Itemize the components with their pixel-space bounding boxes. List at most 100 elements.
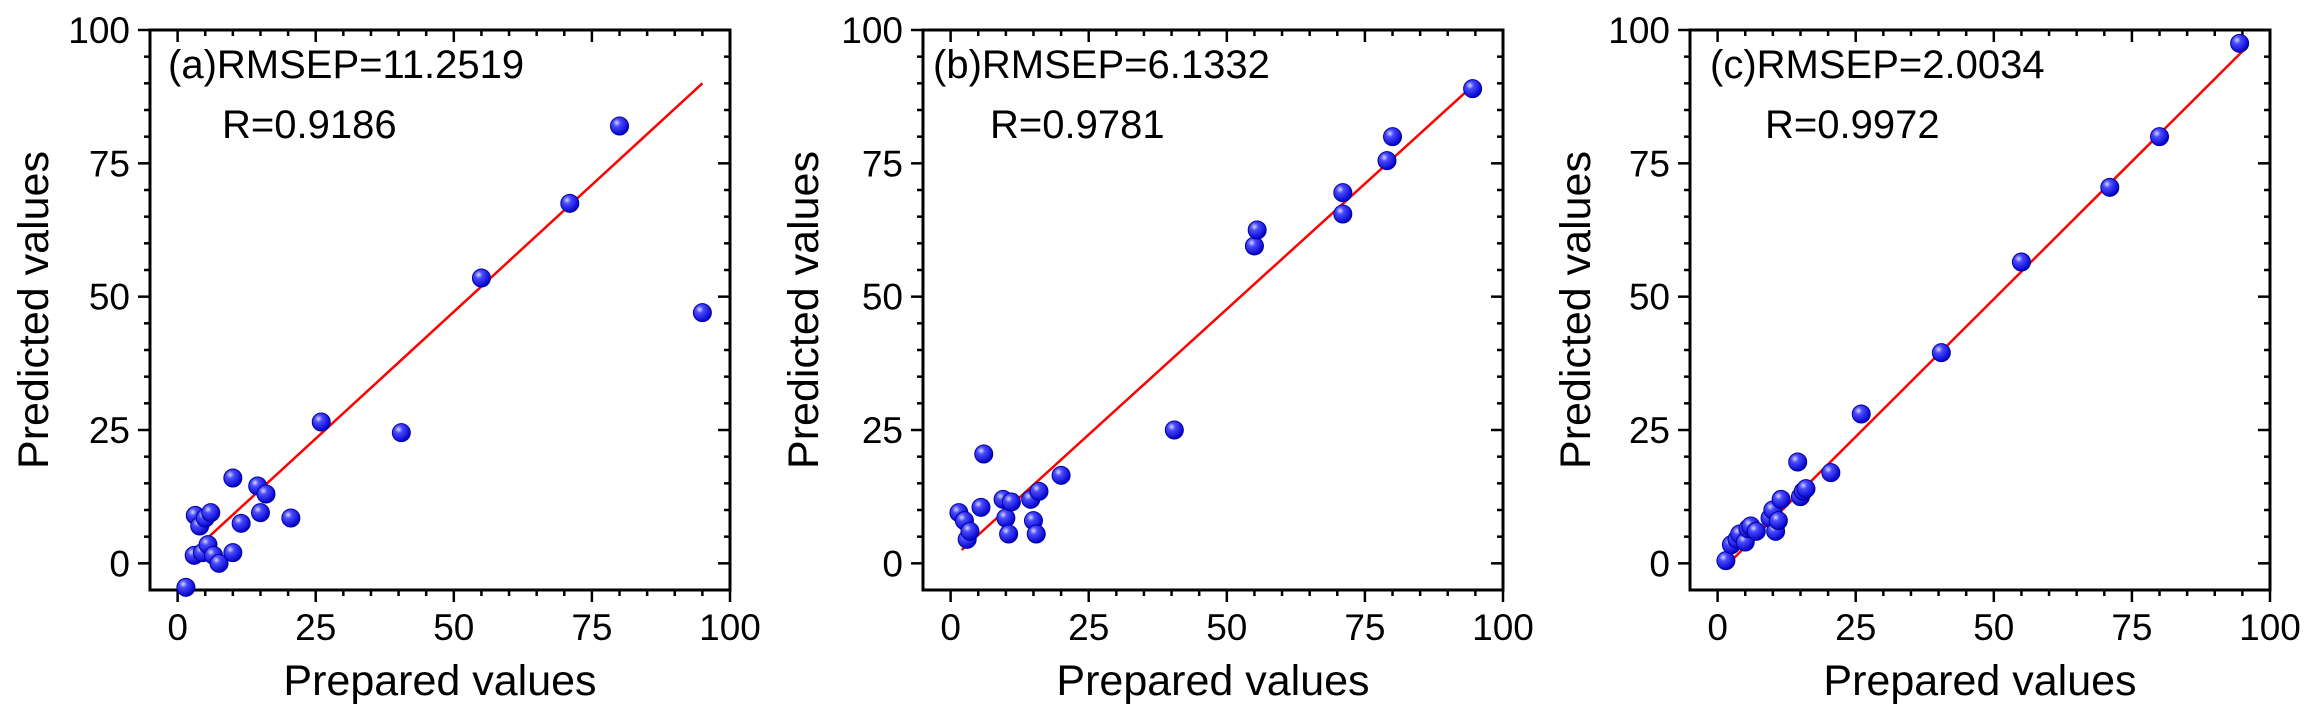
- data-point: [960, 521, 980, 541]
- data-point: [2100, 177, 2120, 197]
- data-point: [1788, 452, 1808, 472]
- regression-line: [187, 82, 704, 557]
- data-point: [2011, 252, 2031, 272]
- data-point: [281, 508, 301, 528]
- data-point: [1746, 521, 1766, 541]
- chart-panel-c: 0 25 50 75 100 0 25 50 75 100 Prepared values Predi…: [1552, 10, 2301, 705]
- y-tick-label: 50: [1629, 277, 1670, 318]
- x-tick-label: 50: [1973, 607, 2014, 648]
- data-point: [974, 444, 994, 464]
- x-tick-label: 0: [1707, 607, 1728, 648]
- r-value: R=0.9781: [990, 103, 1165, 147]
- data-point: [201, 503, 221, 523]
- data-point: [209, 553, 229, 573]
- data-point: [1931, 343, 1951, 363]
- x-axis-title: Prepared values: [1823, 657, 2136, 705]
- y-tick-label: 0: [882, 543, 903, 584]
- y-tick-label: 25: [862, 410, 903, 451]
- data-point: [311, 412, 331, 432]
- x-tick-label: 100: [2239, 607, 2301, 648]
- rmsep-value: RMSEP=2.0034: [1757, 43, 2045, 87]
- data-point: [692, 303, 712, 323]
- y-tick-label: 100: [68, 10, 130, 51]
- x-tick-label: 25: [1835, 607, 1876, 648]
- panel-label: (b): [933, 43, 982, 87]
- data-point: [1383, 127, 1403, 147]
- x-tick-label: 0: [940, 607, 961, 648]
- data-point: [1001, 492, 1021, 512]
- y-tick-label: 75: [862, 143, 903, 184]
- r-value: R=0.9972: [1765, 103, 1940, 147]
- data-point: [1796, 479, 1816, 499]
- x-tick-label: 0: [167, 607, 188, 648]
- rmsep-value: RMSEP=11.2519: [217, 43, 524, 87]
- data-point: [223, 468, 243, 488]
- regression-line: [960, 82, 1477, 551]
- data-point: [560, 193, 580, 213]
- y-axis-title: Predicted values: [10, 151, 58, 469]
- x-axis-title: Prepared values: [1056, 657, 1369, 705]
- data-point: [1821, 463, 1841, 483]
- data-point: [1164, 420, 1184, 440]
- data-point: [2150, 127, 2170, 147]
- x-tick-label: 75: [2111, 607, 2152, 648]
- x-tick-label: 75: [571, 607, 612, 648]
- r-value: R=0.9186: [222, 103, 397, 147]
- y-axis-title: Predicted values: [1552, 151, 1600, 469]
- y-axis-title: Predicted values: [780, 151, 828, 469]
- x-tick-label: 100: [1472, 607, 1534, 648]
- data-point: [1771, 489, 1791, 509]
- data-point: [223, 543, 243, 563]
- plot-frame: [1688, 28, 2272, 592]
- data-point: [996, 508, 1016, 528]
- data-point: [971, 497, 991, 517]
- y-tick-label: 50: [862, 277, 903, 318]
- y-tick-label: 100: [1608, 10, 1670, 51]
- y-tick-label: 0: [1649, 543, 1670, 584]
- rmsep-value: RMSEP=6.1332: [982, 43, 1270, 87]
- data-point: [999, 524, 1019, 544]
- data-point: [256, 484, 276, 504]
- plot-frame: [148, 28, 732, 592]
- data-point: [1333, 204, 1353, 224]
- x-tick-label: 25: [1068, 607, 1109, 648]
- data-point: [1333, 183, 1353, 203]
- plot-frame: [921, 28, 1505, 592]
- data-point: [1716, 551, 1736, 571]
- y-tick-label: 75: [89, 143, 130, 184]
- data-point: [250, 503, 270, 523]
- x-tick-label: 25: [295, 607, 336, 648]
- data-point: [2230, 33, 2250, 53]
- y-tick-label: 0: [109, 543, 130, 584]
- y-tick-label: 50: [89, 277, 130, 318]
- data-point: [1026, 524, 1046, 544]
- data-point: [1377, 151, 1397, 171]
- data-point: [1029, 481, 1049, 501]
- x-tick-label: 50: [1206, 607, 1247, 648]
- data-point: [1051, 465, 1071, 485]
- y-tick-label: 75: [1629, 143, 1670, 184]
- data-point: [231, 513, 251, 533]
- data-point: [610, 116, 630, 136]
- data-point: [1768, 511, 1788, 531]
- panel-annotation: (c)RMSEP=2.0034: [1710, 43, 2045, 87]
- panel-annotation: (b)RMSEP=6.1332: [933, 43, 1270, 87]
- data-point: [1463, 79, 1483, 99]
- y-tick-label: 25: [89, 410, 130, 451]
- chart-panel-a: 0 25 50 75 100 0 25 50 75 100 Prepared values Predi…: [10, 10, 761, 705]
- data-point: [1851, 404, 1871, 424]
- panel-label: (a): [168, 43, 217, 87]
- data-point: [1244, 236, 1264, 256]
- data-point: [1247, 220, 1267, 240]
- panel-annotation: (a)RMSEP=11.2519: [168, 43, 524, 87]
- data-point: [176, 577, 196, 597]
- x-tick-label: 75: [1344, 607, 1385, 648]
- y-tick-label: 100: [841, 10, 903, 51]
- x-tick-label: 50: [433, 607, 474, 648]
- data-point: [391, 423, 411, 443]
- data-point: [471, 268, 491, 288]
- panel-label: (c): [1710, 43, 1757, 87]
- y-tick-label: 25: [1629, 410, 1670, 451]
- chart-panel-b: 0 25 50 75 100 0 25 50 75 100 Prepared values Predi…: [780, 10, 1534, 705]
